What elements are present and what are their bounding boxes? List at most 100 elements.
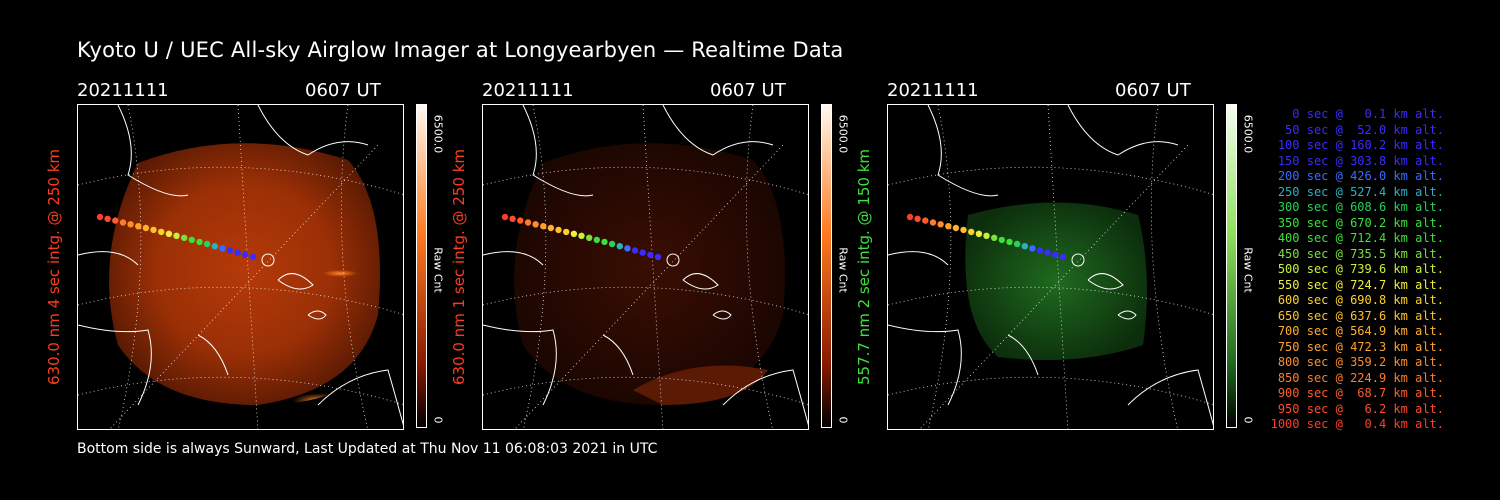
allsky-image — [482, 104, 809, 430]
legend-row: 200 sec @ 426.0 km alt. — [1277, 169, 1444, 183]
track-point — [631, 247, 639, 254]
track-point — [104, 215, 111, 222]
satellite-track — [906, 213, 1067, 261]
legend-row: 750 sec @ 472.3 km alt. — [1277, 339, 1444, 354]
track-point — [242, 251, 249, 258]
track-point — [945, 223, 952, 230]
legend-row: 400 sec @ 712.4 km alt. — [1277, 231, 1444, 245]
panel-y-label: 630.0 nm 4 sec intg. @ 250 km — [41, 104, 67, 430]
colorbar-max: 6500.0 — [1241, 104, 1255, 164]
legend-row: 950 sec @ 6.2 km alt. — [1277, 401, 1444, 416]
colorbar-min: 0 — [1241, 410, 1255, 430]
airglow-disk — [109, 143, 381, 405]
track-point — [1013, 240, 1021, 248]
track-point — [1021, 243, 1028, 250]
track-point — [142, 224, 150, 232]
panel-time: 0607 UT — [305, 80, 381, 101]
track-point — [914, 215, 921, 222]
legend-row: 250 sec @ 527.4 km alt. — [1277, 184, 1444, 199]
legend-row: 800 sec @ 359.2 km alt. — [1277, 355, 1444, 369]
track-point — [563, 228, 570, 236]
track-point — [524, 219, 532, 226]
colorbar-max-text: 6500.0 — [1241, 114, 1255, 154]
track-point — [196, 238, 203, 246]
aurora-bright-patch — [633, 365, 768, 405]
track-point — [555, 226, 562, 234]
track-point — [211, 243, 218, 250]
colorbar-min: 0 — [836, 410, 850, 430]
colorbar — [821, 104, 832, 428]
legend-row: 350 sec @ 670.2 km alt. — [1277, 215, 1444, 230]
track-point — [127, 221, 134, 228]
colorbar-label: Raw Cnt — [836, 240, 850, 300]
track-point — [112, 217, 119, 224]
track-point — [952, 224, 960, 232]
airglow-panel-557-2s: 20211111 0607 UT 557.7 nm 2 sec intg. @ … — [855, 80, 1287, 440]
track-point — [249, 253, 257, 261]
colorbar-max: 6500.0 — [431, 104, 445, 164]
track-point — [578, 232, 585, 239]
track-point — [234, 249, 241, 256]
track-point — [509, 215, 516, 222]
panel-y-label-text: 630.0 nm 1 sec intg. @ 250 km — [450, 148, 468, 386]
track-point — [1029, 245, 1036, 252]
track-point — [219, 245, 226, 252]
legend-row: 1000 sec @ 0.4 km alt. — [1270, 417, 1444, 431]
track-point — [960, 226, 967, 234]
colorbar-label-text: Raw Cnt — [836, 247, 850, 293]
legend-row: 150 sec @ 303.8 km alt. — [1277, 153, 1444, 168]
track-point — [608, 240, 616, 248]
panel-y-label: 557.7 nm 2 sec intg. @ 150 km — [851, 104, 877, 430]
legend-row: 50 sec @ 52.0 km alt. — [1285, 122, 1444, 137]
allsky-image — [887, 104, 1214, 430]
track-point — [1044, 249, 1051, 256]
track-point — [119, 219, 127, 226]
colorbar — [1226, 104, 1237, 428]
track-point — [968, 228, 975, 236]
latitude-grid — [78, 105, 403, 429]
legend-row: 600 sec @ 690.8 km alt. — [1277, 293, 1444, 307]
colorbar-max-text: 6500.0 — [836, 114, 850, 154]
track-point — [501, 213, 509, 221]
panel-date: 20211111 — [482, 80, 574, 101]
track-point — [173, 232, 180, 239]
track-point — [647, 251, 654, 258]
page-title: Kyoto U / UEC All-sky Airglow Imager at … — [77, 38, 844, 62]
track-point — [517, 217, 524, 224]
satellite-track — [501, 213, 662, 261]
panel-time: 0607 UT — [710, 80, 786, 101]
legend-row: 500 sec @ 739.6 km alt. — [1277, 262, 1444, 276]
track-point — [991, 234, 998, 241]
track-point — [601, 238, 608, 246]
colorbar-min-text: 0 — [836, 416, 850, 424]
airglow-panel-630-1s: 20211111 0607 UT 630.0 nm 1 sec intg. @ … — [450, 80, 882, 440]
legend-row: 850 sec @ 224.9 km alt. — [1277, 370, 1444, 385]
colorbar-label: Raw Cnt — [1241, 240, 1255, 300]
track-point — [998, 236, 1005, 244]
track-point — [540, 223, 547, 230]
legend-row: 450 sec @ 735.5 km alt. — [1277, 246, 1444, 261]
colorbar — [416, 104, 427, 428]
track-point — [1006, 238, 1013, 246]
satellite-track — [96, 213, 257, 261]
track-point — [586, 234, 593, 241]
track-point — [937, 221, 944, 228]
colorbar-label-text: Raw Cnt — [1241, 247, 1255, 293]
airglow-panel-630-4s: 20211111 0607 UT 630.0 nm 4 sec intg. @ … — [45, 80, 477, 440]
legend-row: 300 sec @ 608.6 km alt. — [1277, 200, 1444, 214]
track-point — [150, 226, 157, 234]
track-point — [1052, 251, 1059, 258]
footer-note: Bottom side is always Sunward, Last Upda… — [77, 441, 658, 457]
track-point — [96, 213, 104, 221]
latitude-grid — [483, 105, 808, 429]
track-point — [203, 240, 211, 248]
track-point — [906, 213, 914, 221]
track-point — [593, 236, 600, 244]
track-point — [1036, 247, 1044, 254]
trajectory-legend: 0 sec @ 0.1 km alt. 50 sec @ 52.0 km alt.… — [1262, 107, 1444, 433]
colorbar-min-text: 0 — [431, 416, 445, 424]
airglow-disk — [514, 143, 785, 405]
legend-row: 900 sec @ 68.7 km alt. — [1277, 386, 1444, 400]
track-point — [135, 223, 142, 230]
colorbar-label: Raw Cnt — [431, 240, 445, 300]
